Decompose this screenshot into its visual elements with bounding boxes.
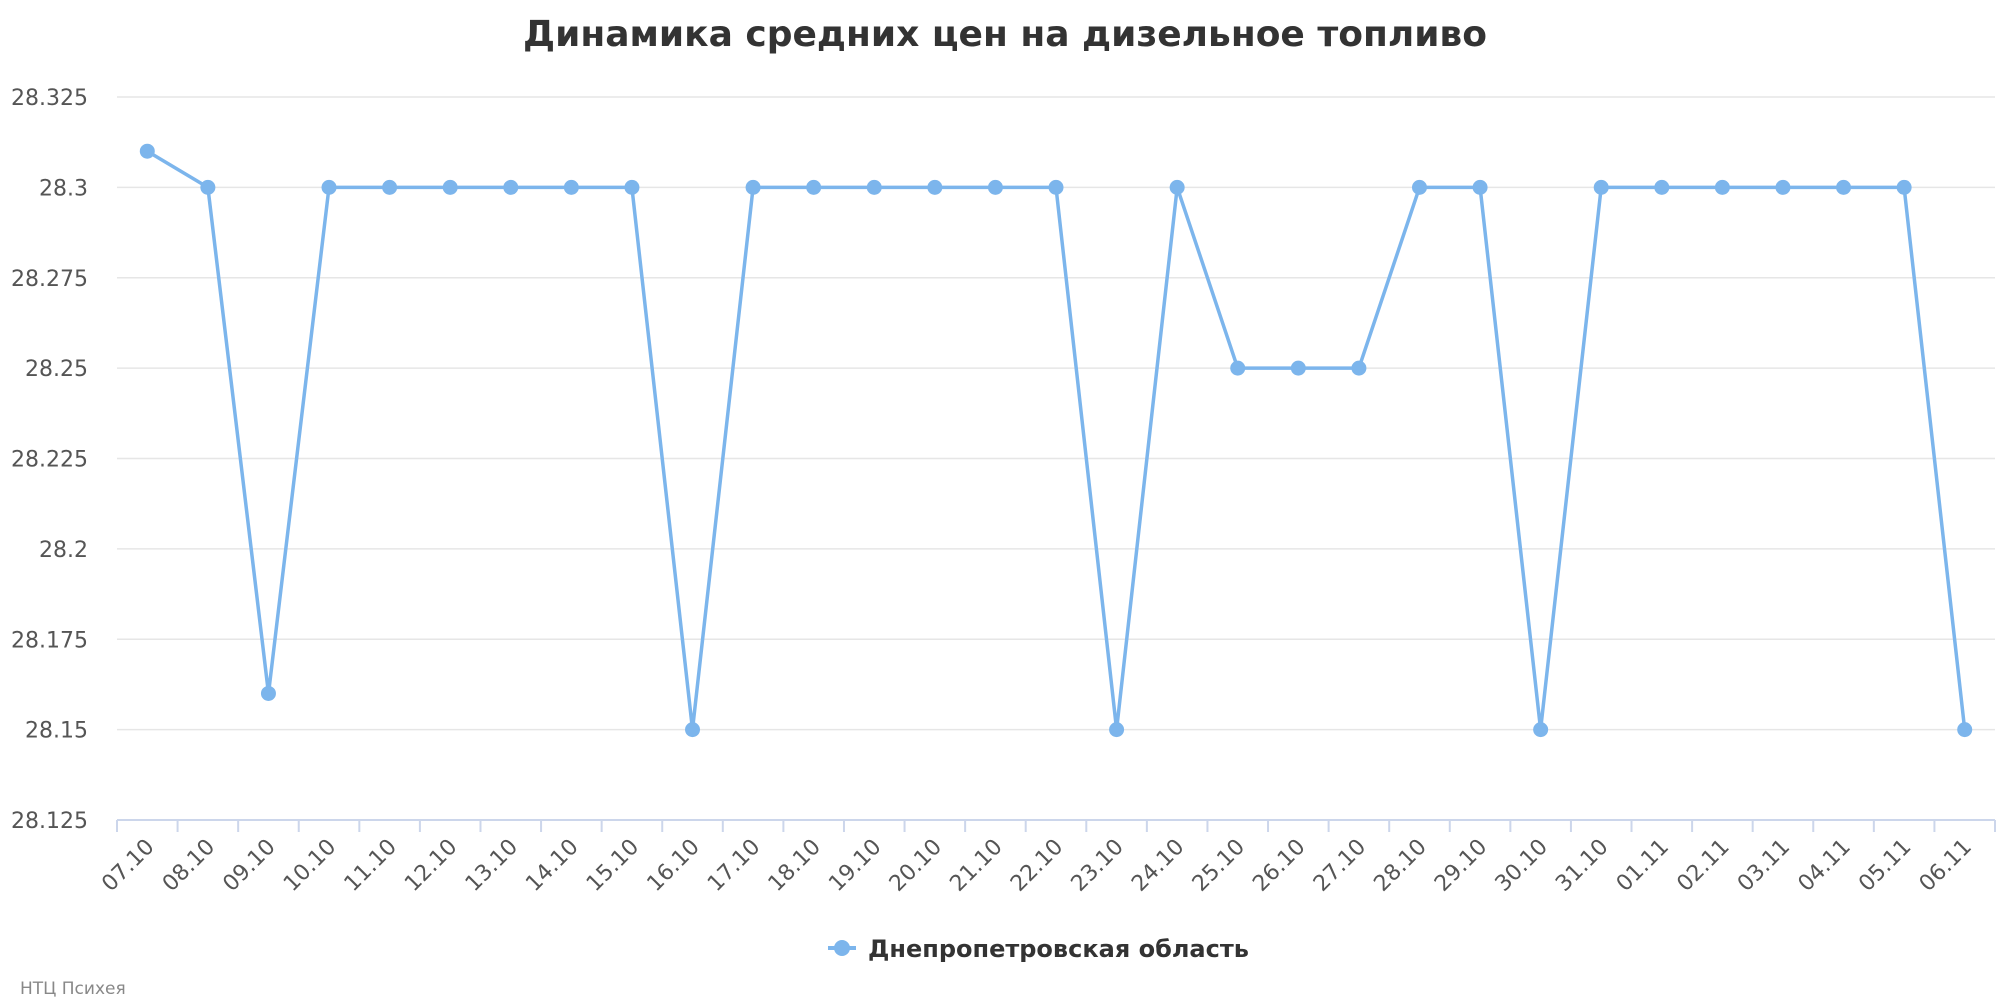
data-point <box>1472 179 1488 195</box>
data-point <box>1775 179 1791 195</box>
x-tick-label: 02.11 <box>1672 835 1734 897</box>
data-point <box>745 179 761 195</box>
data-point <box>321 179 337 195</box>
y-tick-label: 28.125 <box>11 809 88 834</box>
data-point <box>1896 179 1912 195</box>
data-point <box>1593 179 1609 195</box>
data-point <box>624 179 640 195</box>
x-tick-label: 13.10 <box>461 835 523 897</box>
chart-title: Динамика средних цен на дизельное топлив… <box>523 14 1487 55</box>
x-tick-label: 25.10 <box>1188 835 1250 897</box>
series-layer <box>139 143 1973 738</box>
x-tick-label: 21.10 <box>945 835 1007 897</box>
x-tick-label: 10.10 <box>279 835 341 897</box>
data-point <box>1411 179 1427 195</box>
x-tick-label: 04.11 <box>1794 835 1856 897</box>
data-point <box>1533 722 1549 738</box>
x-tick-label: 16.10 <box>643 835 705 897</box>
data-point <box>382 179 398 195</box>
x-tick-label: 03.11 <box>1733 835 1795 897</box>
x-tick-label: 26.10 <box>1248 835 1310 897</box>
data-point <box>1654 179 1670 195</box>
x-tick-label: 08.10 <box>158 835 220 897</box>
data-point <box>1169 179 1185 195</box>
x-tick-label: 27.10 <box>1309 835 1371 897</box>
x-tick-label: 20.10 <box>885 835 947 897</box>
x-tick-label: 18.10 <box>764 835 826 897</box>
x-tick-label: 09.10 <box>218 835 280 897</box>
data-point <box>927 179 943 195</box>
x-tick-label: 06.11 <box>1915 835 1977 897</box>
x-tick-label: 12.10 <box>400 835 462 897</box>
y-tick-label: 28.3 <box>39 176 88 201</box>
data-point <box>1351 360 1367 376</box>
data-point <box>806 179 822 195</box>
y-tick-label: 28.25 <box>25 357 88 382</box>
data-point <box>866 179 882 195</box>
x-tick-label: 24.10 <box>1127 835 1189 897</box>
data-point <box>1230 360 1246 376</box>
x-tick-label: 01.11 <box>1612 835 1674 897</box>
data-point <box>139 143 155 159</box>
y-tick-label: 28.2 <box>39 538 88 563</box>
data-point <box>563 179 579 195</box>
legend-item-label[interactable]: Днепропетровская область <box>868 935 1249 963</box>
data-point <box>1957 722 1973 738</box>
x-tick-label: 28.10 <box>1370 835 1432 897</box>
y-axis: 28.125 28.15 28.175 28.2 28.225 28.25 28.275 28… <box>11 86 88 834</box>
legend-marker-symbol <box>834 940 850 956</box>
series-line <box>145 149 1967 732</box>
data-point <box>1048 179 1064 195</box>
data-point <box>1109 722 1125 738</box>
x-tick-label: 14.10 <box>521 835 583 897</box>
x-tick-label: 31.10 <box>1551 835 1613 897</box>
x-tick-label: 17.10 <box>703 835 765 897</box>
x-tick-label: 07.10 <box>97 835 159 897</box>
x-tick-label: 11.10 <box>340 835 402 897</box>
y-tick-label: 28.225 <box>11 448 88 473</box>
y-tick-label: 28.275 <box>11 267 88 292</box>
legend[interactable]: Днепропетровская область <box>828 935 1249 963</box>
x-tick-label: 15.10 <box>582 835 644 897</box>
credits-text[interactable]: НТЦ Психея <box>20 979 126 999</box>
y-tick-label: 28.175 <box>11 628 88 653</box>
data-point <box>260 685 276 701</box>
x-tick-label: 29.10 <box>1430 835 1492 897</box>
data-point <box>1290 360 1306 376</box>
data-point <box>685 722 701 738</box>
x-tick-label: 30.10 <box>1491 835 1553 897</box>
y-tick-label: 28.15 <box>25 719 88 744</box>
data-point <box>987 179 1003 195</box>
data-point <box>1714 179 1730 195</box>
data-point <box>200 179 216 195</box>
x-tick-label: 05.11 <box>1854 835 1916 897</box>
x-tick-label: 22.10 <box>1006 835 1068 897</box>
x-tick-label: 23.10 <box>1067 835 1129 897</box>
y-tick-label: 28.325 <box>11 86 88 111</box>
x-axis: 07.1008.1009.1010.1011.1012.1013.1014.10… <box>97 819 1996 897</box>
x-tick-label: 19.10 <box>824 835 886 897</box>
data-point <box>1836 179 1852 195</box>
data-point <box>442 179 458 195</box>
data-point <box>503 179 519 195</box>
